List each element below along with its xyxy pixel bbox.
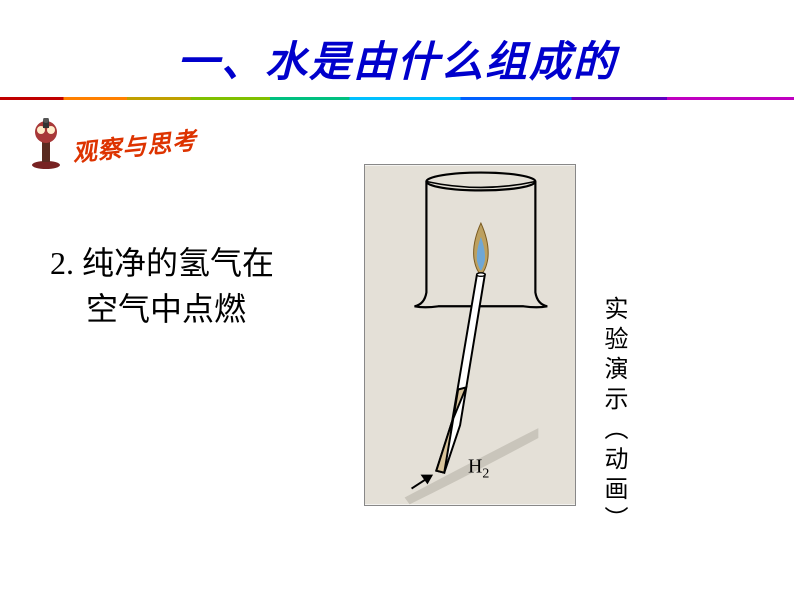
side-label-suffix: （动画） (600, 416, 626, 536)
item-number: 2. (50, 245, 74, 281)
section-title: 一、水是由什么组成的 (0, 0, 794, 89)
desc-line-1: 纯净的氢气在 (82, 245, 274, 281)
microscope-icon (24, 118, 68, 170)
desc-line-2: 空气中点燃 (50, 286, 274, 332)
divider-rainbow (0, 97, 794, 100)
observe-and-think-badge: 观察与思考 (24, 118, 197, 170)
experiment-description: 2. 纯净的氢气在 空气中点燃 (50, 240, 274, 333)
hydrogen-combustion-figure: H2 (364, 164, 576, 506)
demo-side-label: 实验演示（动画） (596, 296, 631, 536)
side-label-main: 实验演示 (600, 296, 626, 416)
observe-label: 观察与思考 (71, 120, 199, 168)
